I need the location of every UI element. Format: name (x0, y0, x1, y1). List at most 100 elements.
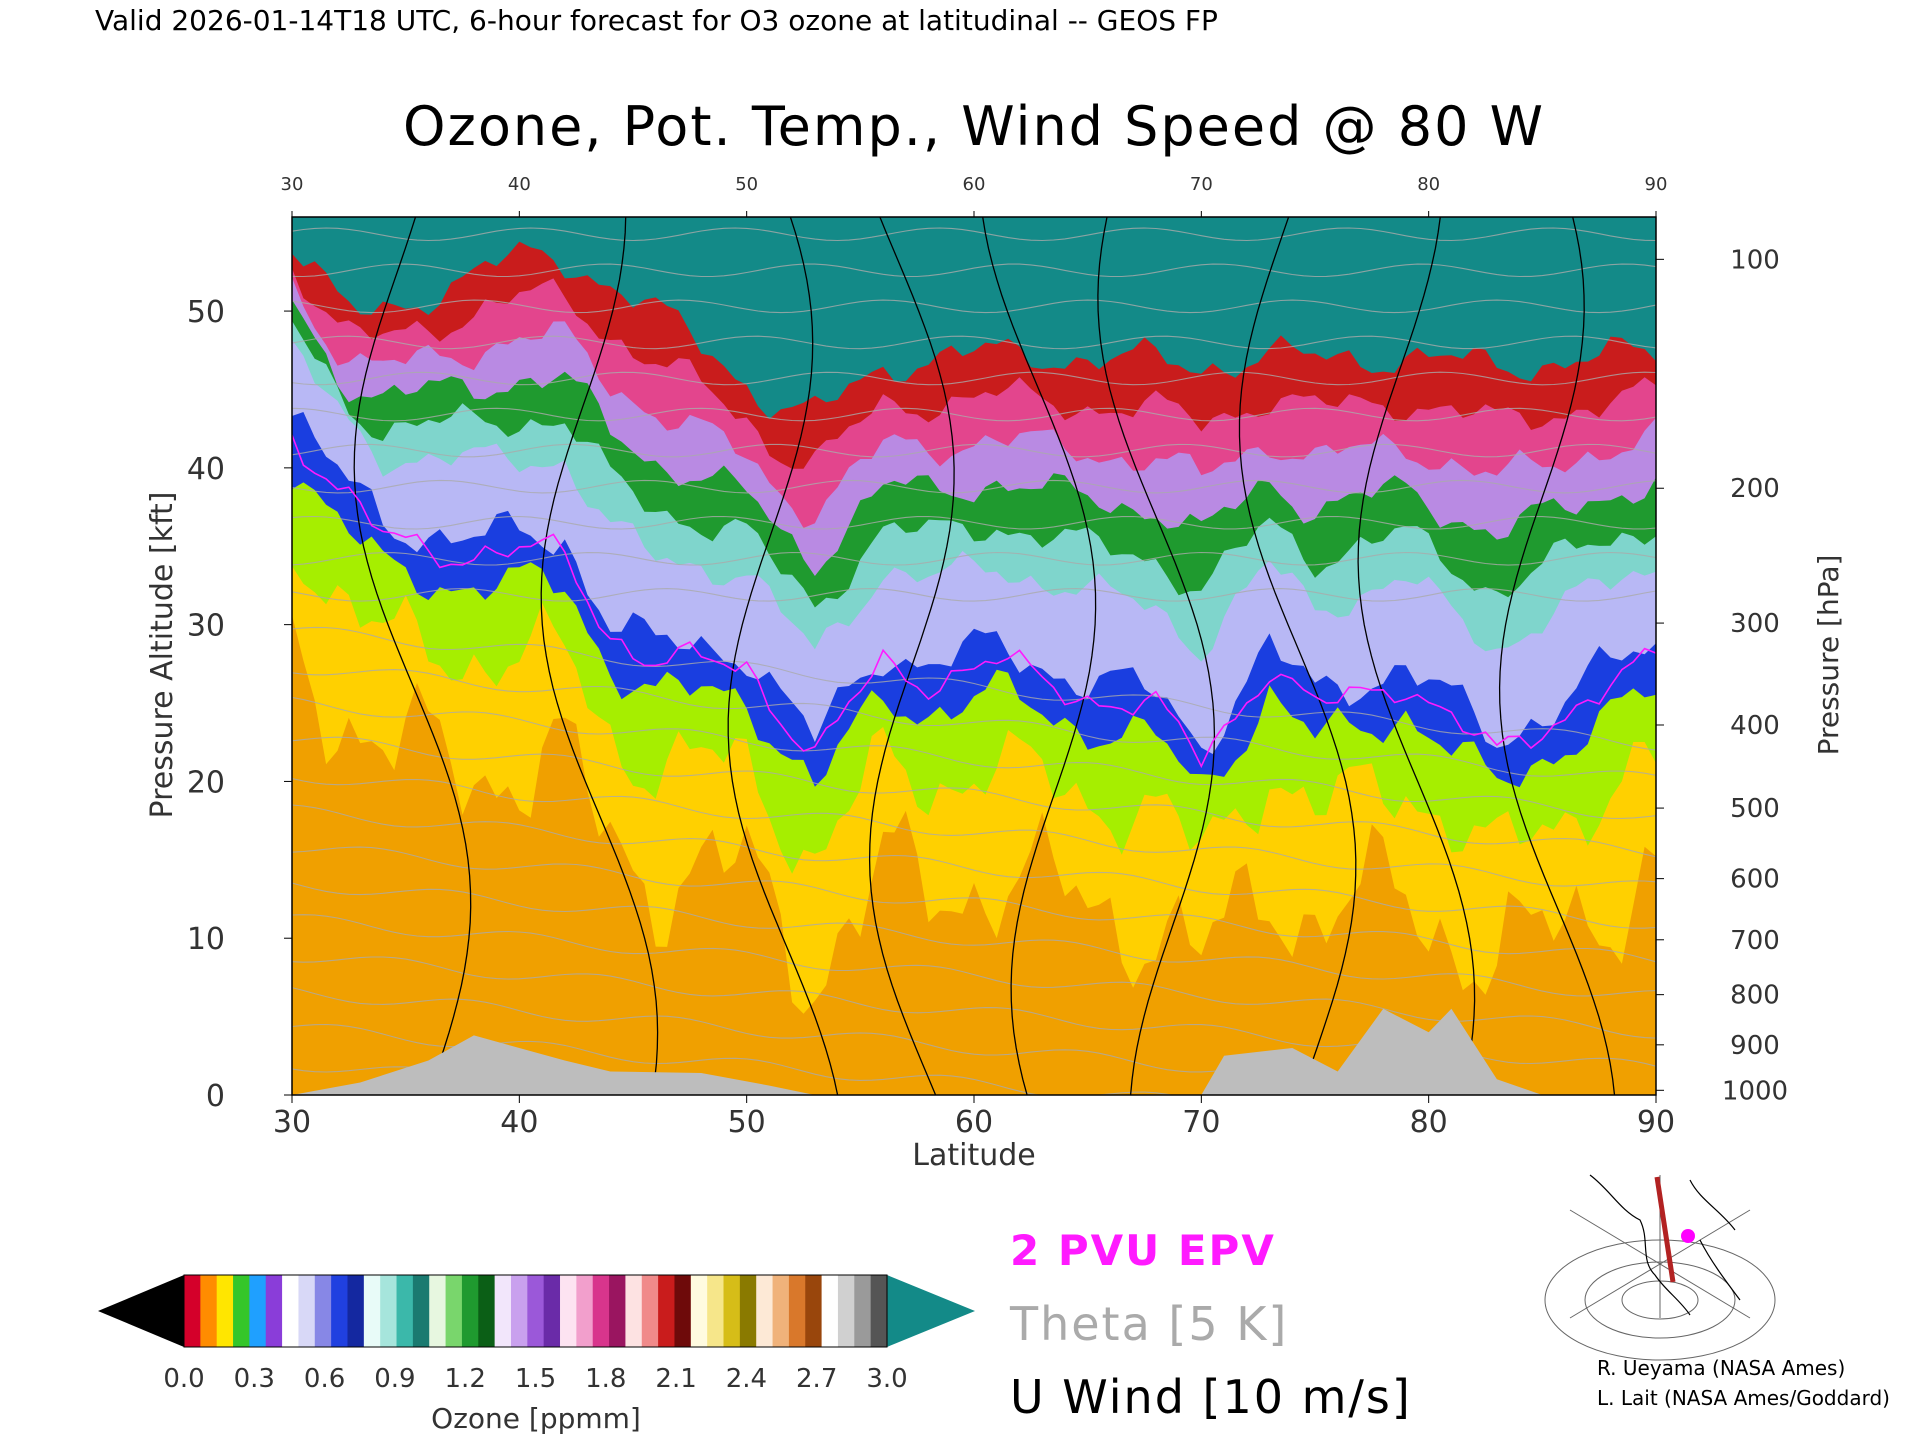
theta-contour (292, 696, 1656, 819)
colorbar-swatch (625, 1275, 643, 1347)
colorbar-tick-label: 2.1 (655, 1364, 696, 1394)
pressure-tick-label: 400 (1730, 711, 1780, 741)
pressure-tick-label: 500 (1730, 794, 1780, 824)
theta-contour (292, 626, 1656, 751)
colorbar-swatch (216, 1275, 234, 1347)
theta-contour (292, 335, 1656, 350)
colorbar-swatch (233, 1275, 250, 1347)
theta-contour (292, 371, 1656, 386)
colorbar-swatch (756, 1275, 774, 1347)
colorbar-tick-label: 0.6 (304, 1364, 345, 1394)
y-axis-label-right: Pressure [hPa] (1812, 555, 1845, 756)
colorbar-swatch (510, 1275, 528, 1347)
theta-contour (292, 804, 1656, 929)
colorbar-swatch (478, 1275, 496, 1347)
colorbar-swatch (184, 1275, 201, 1347)
pressure-tick-label: 300 (1730, 609, 1780, 639)
y-tick-label: 30 (187, 609, 225, 644)
y-tick-label: 50 (187, 295, 225, 330)
theta-contour (292, 882, 1656, 997)
x-tick-top-label: 40 (508, 174, 531, 195)
x-tick-label: 60 (955, 1105, 993, 1140)
x-tick-top-label: 30 (281, 174, 304, 195)
x-axis-label: Latitude (912, 1138, 1035, 1173)
y-axis-label-left: Pressure Altitude [kft] (145, 492, 180, 819)
wind-contour (540, 217, 659, 1095)
x-axis-bottom: 30 40 50 60 70 80 90 (273, 1095, 1675, 1140)
colorbar-swatch (739, 1275, 757, 1347)
colorbar-swatch (854, 1275, 872, 1347)
colorbar-swatch (837, 1275, 855, 1347)
pressure-tick-label: 100 (1730, 245, 1780, 275)
locator-map (1544, 1168, 1776, 1361)
wind-contours (353, 217, 1616, 1095)
colorbar-swatch (658, 1275, 676, 1347)
legend-entry: 2 PVU EPV (1010, 1226, 1276, 1275)
pressure-tick-label: 800 (1730, 981, 1780, 1011)
colorbar-swatch (445, 1275, 463, 1347)
colorbar-tick-label: 2.7 (796, 1364, 837, 1394)
y-tick-label: 0 (206, 1079, 225, 1114)
theta-contour (292, 551, 1656, 566)
pressure-tick-label: 200 (1730, 474, 1780, 504)
colorbar-swatch (690, 1275, 708, 1347)
wind-contour (353, 217, 472, 1095)
x-tick-label: 70 (1182, 1105, 1220, 1140)
wind-contour (727, 217, 839, 1095)
colorbar-swatch (412, 1275, 430, 1347)
colorbar-swatch (265, 1275, 283, 1347)
colorbar-swatch (314, 1275, 332, 1347)
colorbar-swatch (543, 1275, 561, 1347)
colorbar-tick-label: 1.2 (445, 1364, 486, 1394)
theta-contour (292, 407, 1656, 422)
theta-contour (292, 588, 1656, 602)
ozone-band-10 (292, 217, 1656, 419)
colorbar-tick-label: 3.0 (866, 1364, 907, 1394)
colorbar-tick-label: 1.8 (585, 1364, 626, 1394)
colorbar-swatch (707, 1275, 725, 1347)
y-axis-right: 100 200 300 400 500 600 700 800 900 1000 (1656, 245, 1788, 1106)
legend-entry: U Wind [10 m/s] (1010, 1370, 1412, 1424)
chart-title: Ozone, Pot. Temp., Wind Speed @ 80 W (403, 95, 1545, 158)
valid-header: Valid 2026-01-14T18 UTC, 6-hour forecast… (95, 4, 1218, 37)
theta-contour (292, 515, 1656, 530)
legend-entry: Theta [5 K] (1009, 1297, 1288, 1351)
ozone-colorbar: 0.0 0.3 0.6 0.9 1.2 1.5 1.8 2.1 2.4 2.7 3.0 (98, 1274, 975, 1394)
colorbar-swatch (396, 1275, 414, 1347)
pressure-tick-label: 1000 (1722, 1076, 1788, 1106)
y-axis-left: 0 10 20 30 40 50 (187, 295, 292, 1114)
colorbar-swatch (347, 1275, 365, 1347)
theta-contour (292, 443, 1656, 458)
theta-contour (292, 777, 1656, 887)
epv-contour (292, 434, 1656, 769)
colorbar-swatch (576, 1275, 594, 1347)
colorbar-label: Ozone [ppmm] (431, 1402, 641, 1435)
theta-contour (292, 263, 1656, 278)
colorbar-swatch (527, 1275, 545, 1347)
colorbar-swatch (772, 1275, 790, 1347)
wind-contour (1238, 217, 1357, 1095)
credit-line-1: R. Ueyama (NASA Ames) (1597, 1356, 1845, 1380)
x-axis-top: 30 40 50 60 70 80 90 (281, 174, 1667, 217)
y-tick-label: 40 (187, 452, 225, 487)
theta-contour (292, 479, 1656, 494)
y-tick-label: 10 (187, 922, 225, 957)
theta-contour (292, 736, 1656, 858)
colorbar-swatch (331, 1275, 349, 1347)
colorbar-swatch (609, 1275, 627, 1347)
colorbar-swatch (494, 1275, 512, 1347)
colorbar-swatch (641, 1275, 659, 1347)
colorbar-swatch (363, 1275, 381, 1347)
colorbar-swatch (723, 1275, 741, 1347)
colorbar-swatch (821, 1275, 839, 1347)
location-marker (1681, 1229, 1695, 1243)
credit-line-2: L. Lait (NASA Ames/Goddard) (1597, 1386, 1890, 1410)
theta-contour (292, 914, 1656, 1039)
terrain-fill (292, 1008, 1656, 1095)
coastline (1589, 1174, 1741, 1316)
theta-contour (292, 227, 1656, 242)
x-tick-top-label: 50 (735, 174, 758, 195)
x-tick-top-label: 70 (1190, 174, 1213, 195)
colorbar-tick-label: 1.5 (515, 1364, 556, 1394)
